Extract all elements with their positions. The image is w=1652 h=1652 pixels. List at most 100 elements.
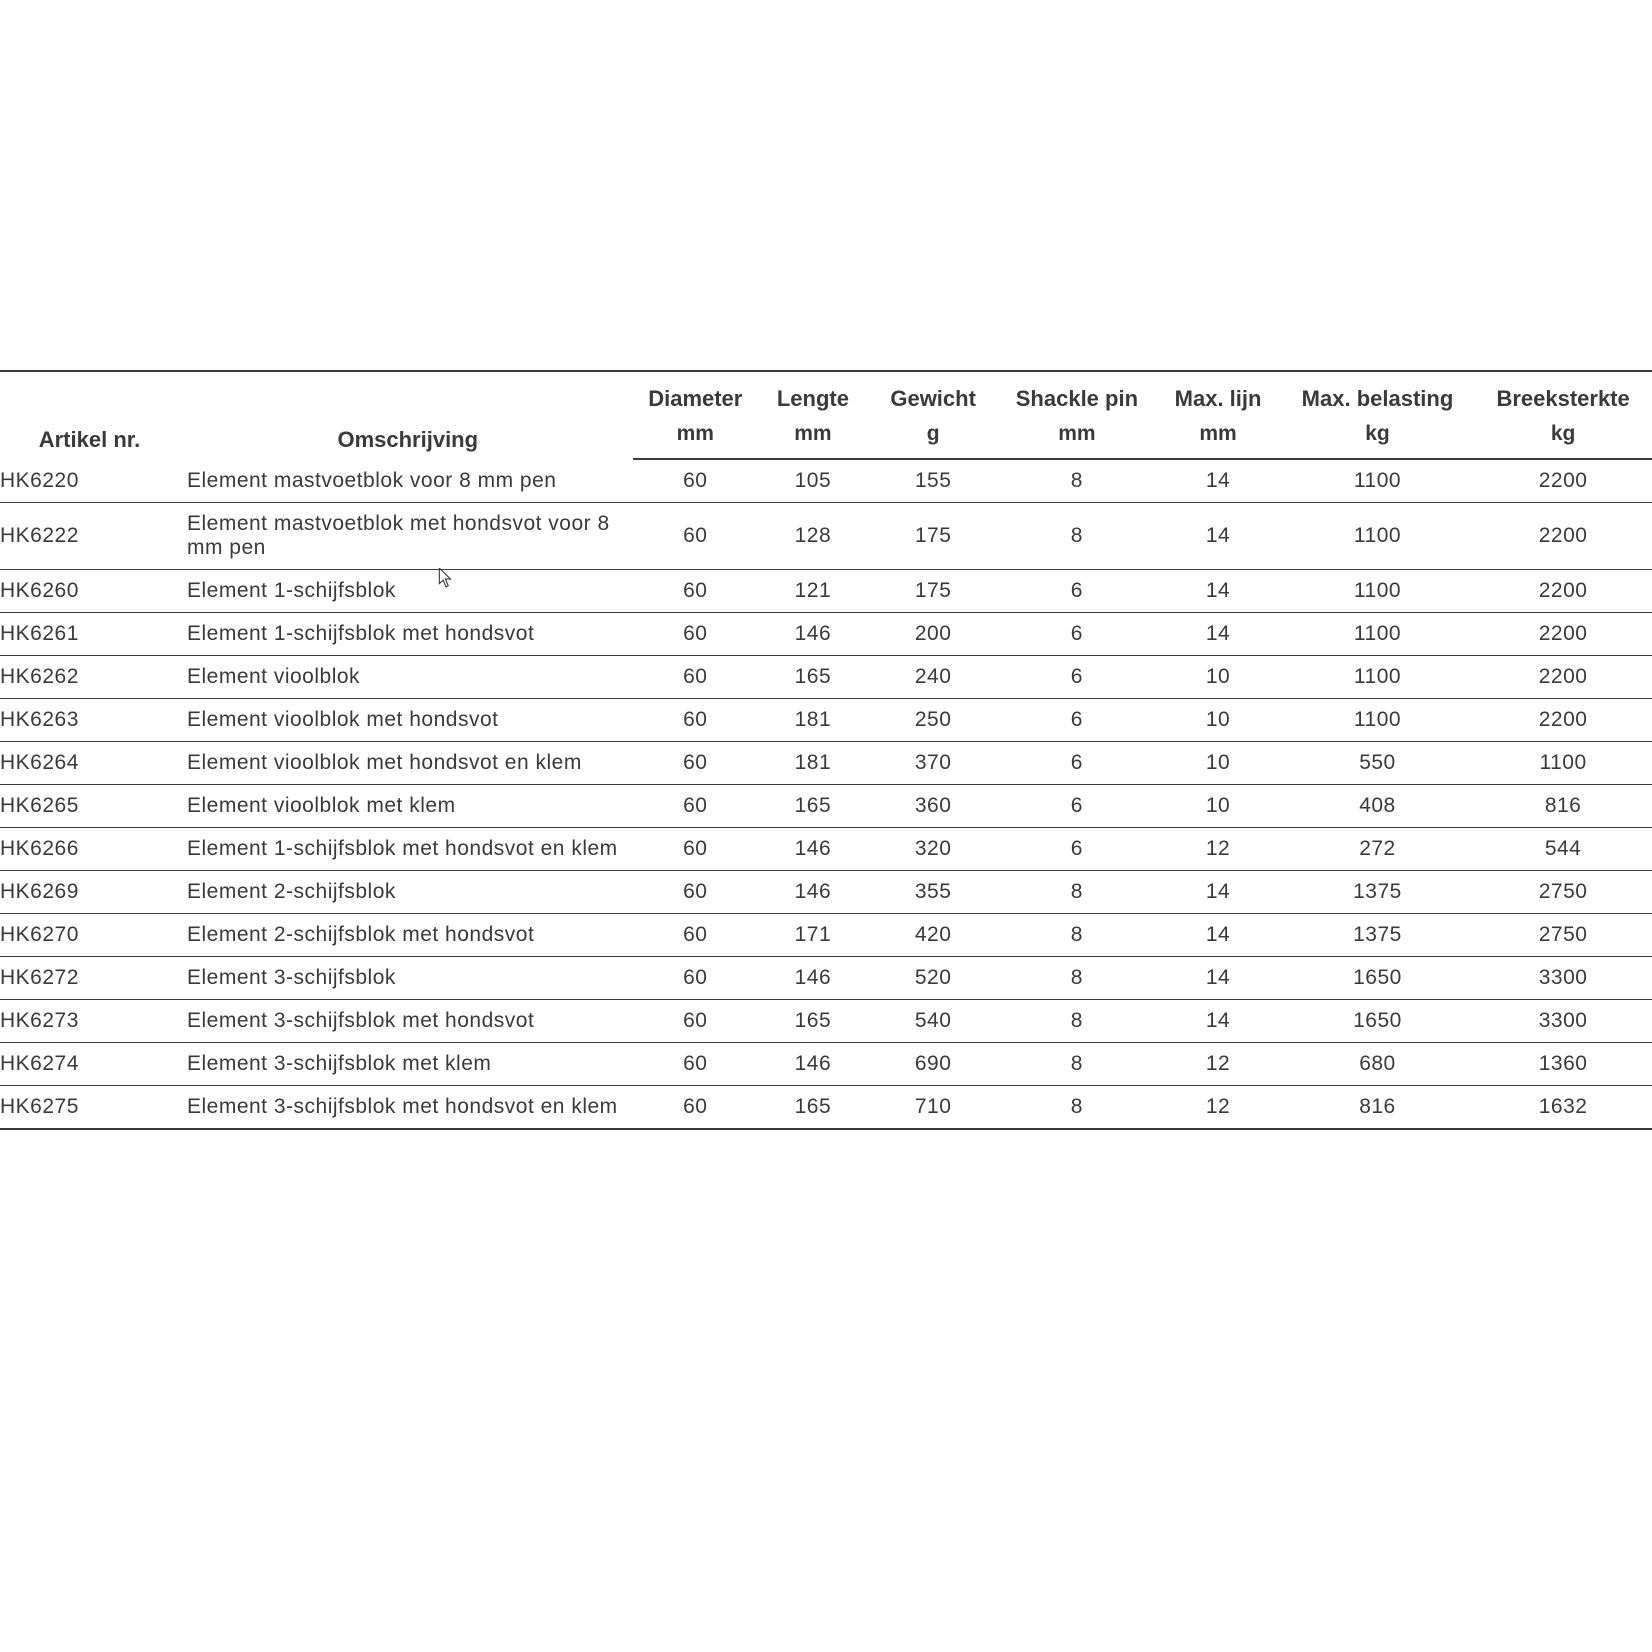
cell-artikel: HK6270 bbox=[0, 914, 183, 957]
cell-diameter: 60 bbox=[633, 503, 758, 570]
cell-maxbel: 1100 bbox=[1281, 570, 1474, 613]
col-header-omschrijving: Omschrijving bbox=[183, 371, 633, 459]
cell-maxbel: 1650 bbox=[1281, 1000, 1474, 1043]
table-row: HK6273Element 3-schijfsblok met hondsvot… bbox=[0, 1000, 1652, 1043]
table-row: HK6263Element vioolblok met hondsvot6018… bbox=[0, 699, 1652, 742]
cell-gewicht: 520 bbox=[868, 957, 999, 1000]
cell-shackle: 6 bbox=[998, 742, 1155, 785]
cell-diameter: 60 bbox=[633, 459, 758, 503]
cell-maxlijn: 14 bbox=[1155, 957, 1280, 1000]
cell-lengte: 121 bbox=[758, 570, 868, 613]
col-header-breek: Breeksterkte bbox=[1474, 371, 1652, 418]
table-row: HK6260Element 1-schijfsblok6012117561411… bbox=[0, 570, 1652, 613]
table-row: HK6274Element 3-schijfsblok met klem6014… bbox=[0, 1043, 1652, 1086]
cell-breek: 544 bbox=[1474, 828, 1652, 871]
table-row: HK6262Element vioolblok60165240610110022… bbox=[0, 656, 1652, 699]
col-unit-diameter: mm bbox=[633, 418, 758, 459]
cell-diameter: 60 bbox=[633, 570, 758, 613]
cell-lengte: 181 bbox=[758, 699, 868, 742]
cell-diameter: 60 bbox=[633, 957, 758, 1000]
cell-artikel: HK6262 bbox=[0, 656, 183, 699]
table-row: HK6272Element 3-schijfsblok6014652081416… bbox=[0, 957, 1652, 1000]
cell-maxbel: 1100 bbox=[1281, 459, 1474, 503]
cell-diameter: 60 bbox=[633, 699, 758, 742]
cell-artikel: HK6220 bbox=[0, 459, 183, 503]
cell-lengte: 181 bbox=[758, 742, 868, 785]
cell-maxbel: 1100 bbox=[1281, 656, 1474, 699]
cell-artikel: HK6269 bbox=[0, 871, 183, 914]
col-unit-lengte: mm bbox=[758, 418, 868, 459]
cell-omschrijving: Element mastvoetblok met hondsvot voor 8… bbox=[183, 503, 633, 570]
table-row: HK6261Element 1-schijfsblok met hondsvot… bbox=[0, 613, 1652, 656]
table-row: HK6269Element 2-schijfsblok6014635581413… bbox=[0, 871, 1652, 914]
cell-shackle: 8 bbox=[998, 957, 1155, 1000]
cell-shackle: 6 bbox=[998, 828, 1155, 871]
cell-lengte: 146 bbox=[758, 613, 868, 656]
cell-omschrijving: Element vioolblok met hondsvot bbox=[183, 699, 633, 742]
cell-maxlijn: 12 bbox=[1155, 1043, 1280, 1086]
cell-shackle: 6 bbox=[998, 699, 1155, 742]
col-header-maxlijn: Max. lijn bbox=[1155, 371, 1280, 418]
cell-maxlijn: 12 bbox=[1155, 828, 1280, 871]
col-unit-gewicht: g bbox=[868, 418, 999, 459]
cell-omschrijving: Element vioolblok met hondsvot en klem bbox=[183, 742, 633, 785]
cell-omschrijving: Element 1-schijfsblok met hondsvot en kl… bbox=[183, 828, 633, 871]
cell-maxlijn: 10 bbox=[1155, 742, 1280, 785]
col-unit-breek: kg bbox=[1474, 418, 1652, 459]
cell-shackle: 6 bbox=[998, 613, 1155, 656]
cell-maxlijn: 14 bbox=[1155, 570, 1280, 613]
col-header-artikel: Artikel nr. bbox=[0, 371, 183, 459]
cell-maxlijn: 10 bbox=[1155, 785, 1280, 828]
cell-gewicht: 200 bbox=[868, 613, 999, 656]
cell-shackle: 6 bbox=[998, 570, 1155, 613]
cell-maxbel: 680 bbox=[1281, 1043, 1474, 1086]
cell-omschrijving: Element 3-schijfsblok met hondsvot bbox=[183, 1000, 633, 1043]
cell-artikel: HK6273 bbox=[0, 1000, 183, 1043]
cell-breek: 2200 bbox=[1474, 613, 1652, 656]
col-header-diameter: Diameter bbox=[633, 371, 758, 418]
cell-omschrijving: Element 3-schijfsblok met klem bbox=[183, 1043, 633, 1086]
cell-lengte: 165 bbox=[758, 1086, 868, 1130]
cell-shackle: 8 bbox=[998, 459, 1155, 503]
cell-gewicht: 155 bbox=[868, 459, 999, 503]
cell-lengte: 146 bbox=[758, 957, 868, 1000]
cell-gewicht: 540 bbox=[868, 1000, 999, 1043]
cell-shackle: 8 bbox=[998, 1086, 1155, 1130]
col-unit-shackle: mm bbox=[998, 418, 1155, 459]
cell-artikel: HK6260 bbox=[0, 570, 183, 613]
cell-diameter: 60 bbox=[633, 785, 758, 828]
cell-maxbel: 1650 bbox=[1281, 957, 1474, 1000]
cell-diameter: 60 bbox=[633, 871, 758, 914]
cell-maxlijn: 10 bbox=[1155, 699, 1280, 742]
cell-artikel: HK6274 bbox=[0, 1043, 183, 1086]
cell-gewicht: 420 bbox=[868, 914, 999, 957]
cell-artikel: HK6266 bbox=[0, 828, 183, 871]
cell-breek: 3300 bbox=[1474, 957, 1652, 1000]
cell-maxbel: 816 bbox=[1281, 1086, 1474, 1130]
cell-breek: 1100 bbox=[1474, 742, 1652, 785]
table-row: HK6266Element 1-schijfsblok met hondsvot… bbox=[0, 828, 1652, 871]
cell-gewicht: 360 bbox=[868, 785, 999, 828]
cell-diameter: 60 bbox=[633, 613, 758, 656]
cell-shackle: 8 bbox=[998, 503, 1155, 570]
cell-omschrijving: Element 2-schijfsblok met hondsvot bbox=[183, 914, 633, 957]
cell-maxbel: 408 bbox=[1281, 785, 1474, 828]
cell-lengte: 105 bbox=[758, 459, 868, 503]
cell-lengte: 146 bbox=[758, 1043, 868, 1086]
cell-gewicht: 250 bbox=[868, 699, 999, 742]
cell-shackle: 6 bbox=[998, 785, 1155, 828]
table-row: HK6222Element mastvoetblok met hondsvot … bbox=[0, 503, 1652, 570]
cell-shackle: 8 bbox=[998, 914, 1155, 957]
cell-breek: 2750 bbox=[1474, 914, 1652, 957]
table-row: HK6220Element mastvoetblok voor 8 mm pen… bbox=[0, 459, 1652, 503]
col-header-shackle: Shackle pin bbox=[998, 371, 1155, 418]
cell-breek: 2200 bbox=[1474, 570, 1652, 613]
cell-maxlijn: 14 bbox=[1155, 914, 1280, 957]
col-unit-maxlijn: mm bbox=[1155, 418, 1280, 459]
cell-maxlijn: 10 bbox=[1155, 656, 1280, 699]
cell-shackle: 8 bbox=[998, 1043, 1155, 1086]
cell-diameter: 60 bbox=[633, 1043, 758, 1086]
cell-gewicht: 240 bbox=[868, 656, 999, 699]
col-unit-maxbel: kg bbox=[1281, 418, 1474, 459]
cell-lengte: 165 bbox=[758, 656, 868, 699]
